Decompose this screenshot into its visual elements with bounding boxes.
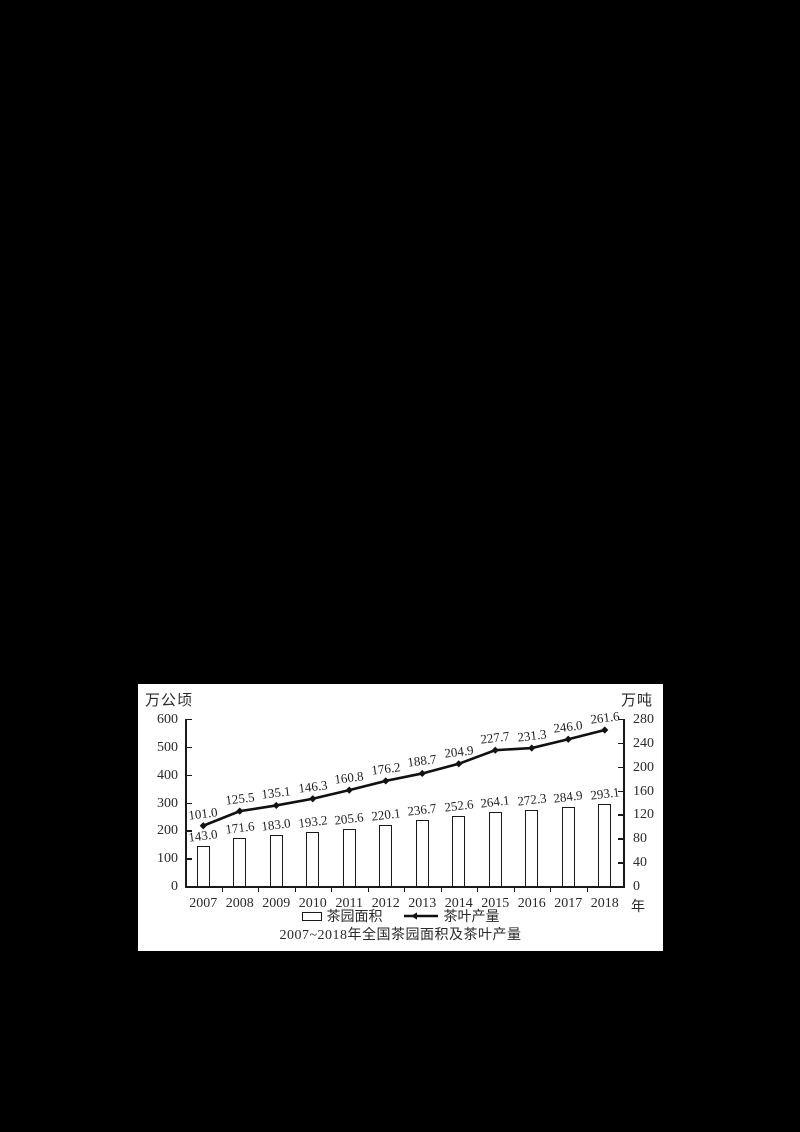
legend-label-tea-production: 茶叶产量 <box>443 910 500 925</box>
line-swatch-icon <box>403 912 438 920</box>
bar-2014 <box>452 815 466 886</box>
legend: 茶园面积 茶叶产量 <box>138 906 663 926</box>
right-axis-tick <box>618 790 623 792</box>
x-axis-category-label: 2007 <box>189 896 218 911</box>
x-axis-tick <box>258 887 260 892</box>
line-marker-icon <box>491 746 499 754</box>
right-axis-line <box>623 719 625 886</box>
x-axis-tick <box>294 887 296 892</box>
right-axis-unit-label: 万吨 <box>620 693 653 709</box>
right-axis-tick-label: 280 <box>633 712 654 727</box>
legend-item-tea-garden-area: 茶园面积 <box>301 906 383 926</box>
bar-2018 <box>598 804 612 886</box>
x-axis-tick <box>331 887 333 892</box>
x-axis-tick <box>440 887 442 892</box>
chart-panel: 万公顷 万吨 0 100 200 300 400 500 600 0 40 80 120 160 200… <box>138 684 663 951</box>
x-axis-category-label: 2011 <box>335 896 363 911</box>
right-axis-tick-label: 80 <box>633 831 647 847</box>
bar-2015 <box>488 812 502 886</box>
line-marker-icon <box>345 786 353 794</box>
right-axis-tick <box>618 742 623 745</box>
line-marker-icon <box>382 777 390 785</box>
right-axis-tick <box>618 886 623 888</box>
right-axis-tick-label: 0 <box>633 879 640 894</box>
left-axis-tick-label: 100 <box>157 851 178 867</box>
left-axis-tick <box>186 886 192 888</box>
bar-2013 <box>415 820 429 886</box>
x-axis-tick <box>221 887 223 892</box>
bar-2009 <box>269 835 283 886</box>
left-axis-tick <box>186 830 192 832</box>
line-marker-icon <box>236 807 244 815</box>
x-axis-tick <box>404 887 406 892</box>
line-marker-icon <box>199 822 207 830</box>
x-axis-category-label: 2010 <box>298 896 327 911</box>
x-axis-category-label: 2016 <box>517 896 546 911</box>
right-axis-tick-label: 120 <box>633 807 654 823</box>
left-axis-tick <box>186 746 192 749</box>
bar-2011 <box>342 828 356 886</box>
right-axis-tick-label: 40 <box>633 855 647 871</box>
left-axis-tick-label: 600 <box>157 712 178 727</box>
line-marker-icon <box>528 744 536 752</box>
chart-title: 2007~2018年全国茶园面积及茶叶产量 <box>279 928 522 943</box>
right-axis-tick-label: 240 <box>633 735 654 751</box>
left-axis-line <box>185 719 187 886</box>
left-axis-tick <box>186 774 192 777</box>
right-axis-tick <box>618 862 623 864</box>
left-axis-tick-label: 200 <box>157 823 178 839</box>
right-axis-tick <box>618 766 623 769</box>
x-axis-category-label: 2015 <box>481 896 510 911</box>
x-axis-unit-label: 年 <box>631 900 645 915</box>
line-marker-icon <box>272 801 280 810</box>
legend-label-tea-garden-area: 茶园面积 <box>326 910 383 925</box>
x-axis-category-label: 2018 <box>590 896 619 911</box>
x-axis-category-label: 2017 <box>554 896 583 911</box>
right-axis-tick <box>618 719 623 721</box>
x-axis-tick <box>477 887 479 892</box>
bar-2010 <box>306 832 320 886</box>
x-axis-category-label: 2009 <box>262 896 291 911</box>
left-axis-tick-label: 300 <box>157 795 178 811</box>
x-axis-tick <box>586 887 588 892</box>
bar-2012 <box>379 824 393 886</box>
bar-2007 <box>196 846 210 886</box>
line-marker-icon <box>309 795 317 803</box>
line-marker-icon <box>418 769 426 778</box>
x-axis-tick <box>550 887 552 892</box>
line-marker-icon <box>601 726 609 734</box>
x-axis-category-label: 2014 <box>444 896 473 911</box>
x-axis-tick <box>367 887 369 892</box>
left-axis-tick-label: 400 <box>157 767 178 783</box>
right-axis-tick <box>618 814 623 816</box>
x-axis-category-label: 2013 <box>408 896 437 911</box>
right-axis-tick-label: 200 <box>633 759 654 775</box>
left-axis-tick <box>186 858 192 860</box>
left-axis-tick <box>186 719 192 721</box>
x-axis-category-label: 2012 <box>371 896 400 911</box>
bar-2017 <box>561 806 575 886</box>
left-axis-tick-label: 500 <box>157 739 178 755</box>
bar-2016 <box>525 810 539 886</box>
x-axis-tick <box>513 887 515 892</box>
left-axis-tick <box>186 802 192 804</box>
x-axis-line <box>185 886 625 888</box>
right-axis-tick-label: 160 <box>633 783 654 799</box>
line-marker-icon <box>564 735 572 743</box>
production-line-series <box>199 726 609 830</box>
right-axis-tick <box>618 838 623 840</box>
left-axis-tick-label: 0 <box>171 879 178 894</box>
left-axis-unit-label: 万公顷 <box>145 693 194 709</box>
line-marker-icon <box>455 760 463 768</box>
legend-item-tea-production: 茶叶产量 <box>403 906 500 926</box>
bar-swatch-icon <box>301 911 322 921</box>
x-axis-category-label: 2008 <box>225 896 254 911</box>
bar-2008 <box>233 838 247 886</box>
